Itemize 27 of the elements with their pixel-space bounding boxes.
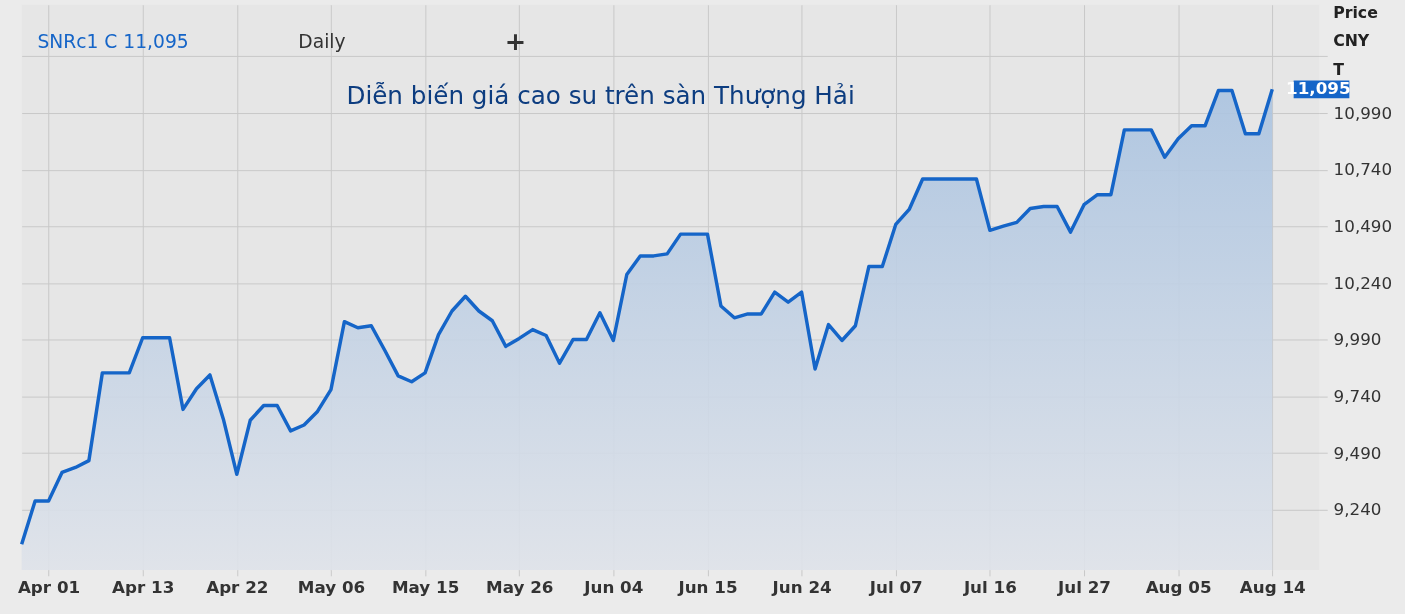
y-tick-label: 10,490	[1333, 215, 1393, 236]
y-tick-label: 10,740	[1333, 159, 1393, 180]
x-tick-label: May 06	[297, 577, 366, 598]
x-tick-label: Jun 15	[677, 577, 738, 598]
x-tick-label: Apr 01	[17, 577, 81, 598]
y-tick-label: 10,240	[1333, 272, 1393, 293]
x-tick-label: Apr 22	[206, 577, 269, 598]
y-axis-title: Price CNY T	[1333, 2, 1378, 79]
x-tick-label: Apr 13	[112, 577, 175, 598]
x-tick-label: Jun 24	[771, 577, 832, 598]
y-tick-label: 9,490	[1333, 442, 1382, 463]
annotation: Daily	[298, 31, 346, 53]
x-tick-label: Jul 16	[962, 577, 1017, 598]
x-tick-label: Aug 05	[1145, 577, 1212, 598]
x-tick-label: Aug 14	[1239, 577, 1306, 598]
x-tick-label: Jun 04	[583, 577, 644, 598]
y-tick-label: 9,990	[1333, 329, 1382, 350]
annotation: SNRc1 C 11,095	[37, 31, 189, 53]
y-tick-label: 9,740	[1333, 385, 1382, 406]
x-tick-label: Jul 27	[1057, 577, 1111, 598]
x-tick-label: Jul 07	[868, 577, 923, 598]
y-tick-label: 9,240	[1333, 499, 1382, 520]
annotation: +	[504, 26, 527, 57]
x-tick-label: May 26	[486, 577, 554, 598]
x-tick-label: May 15	[391, 577, 460, 598]
y-tick-label: 10,990	[1333, 102, 1393, 123]
text: Diễn biến giá cao su trên sàn Thượng Hải	[346, 81, 855, 111]
